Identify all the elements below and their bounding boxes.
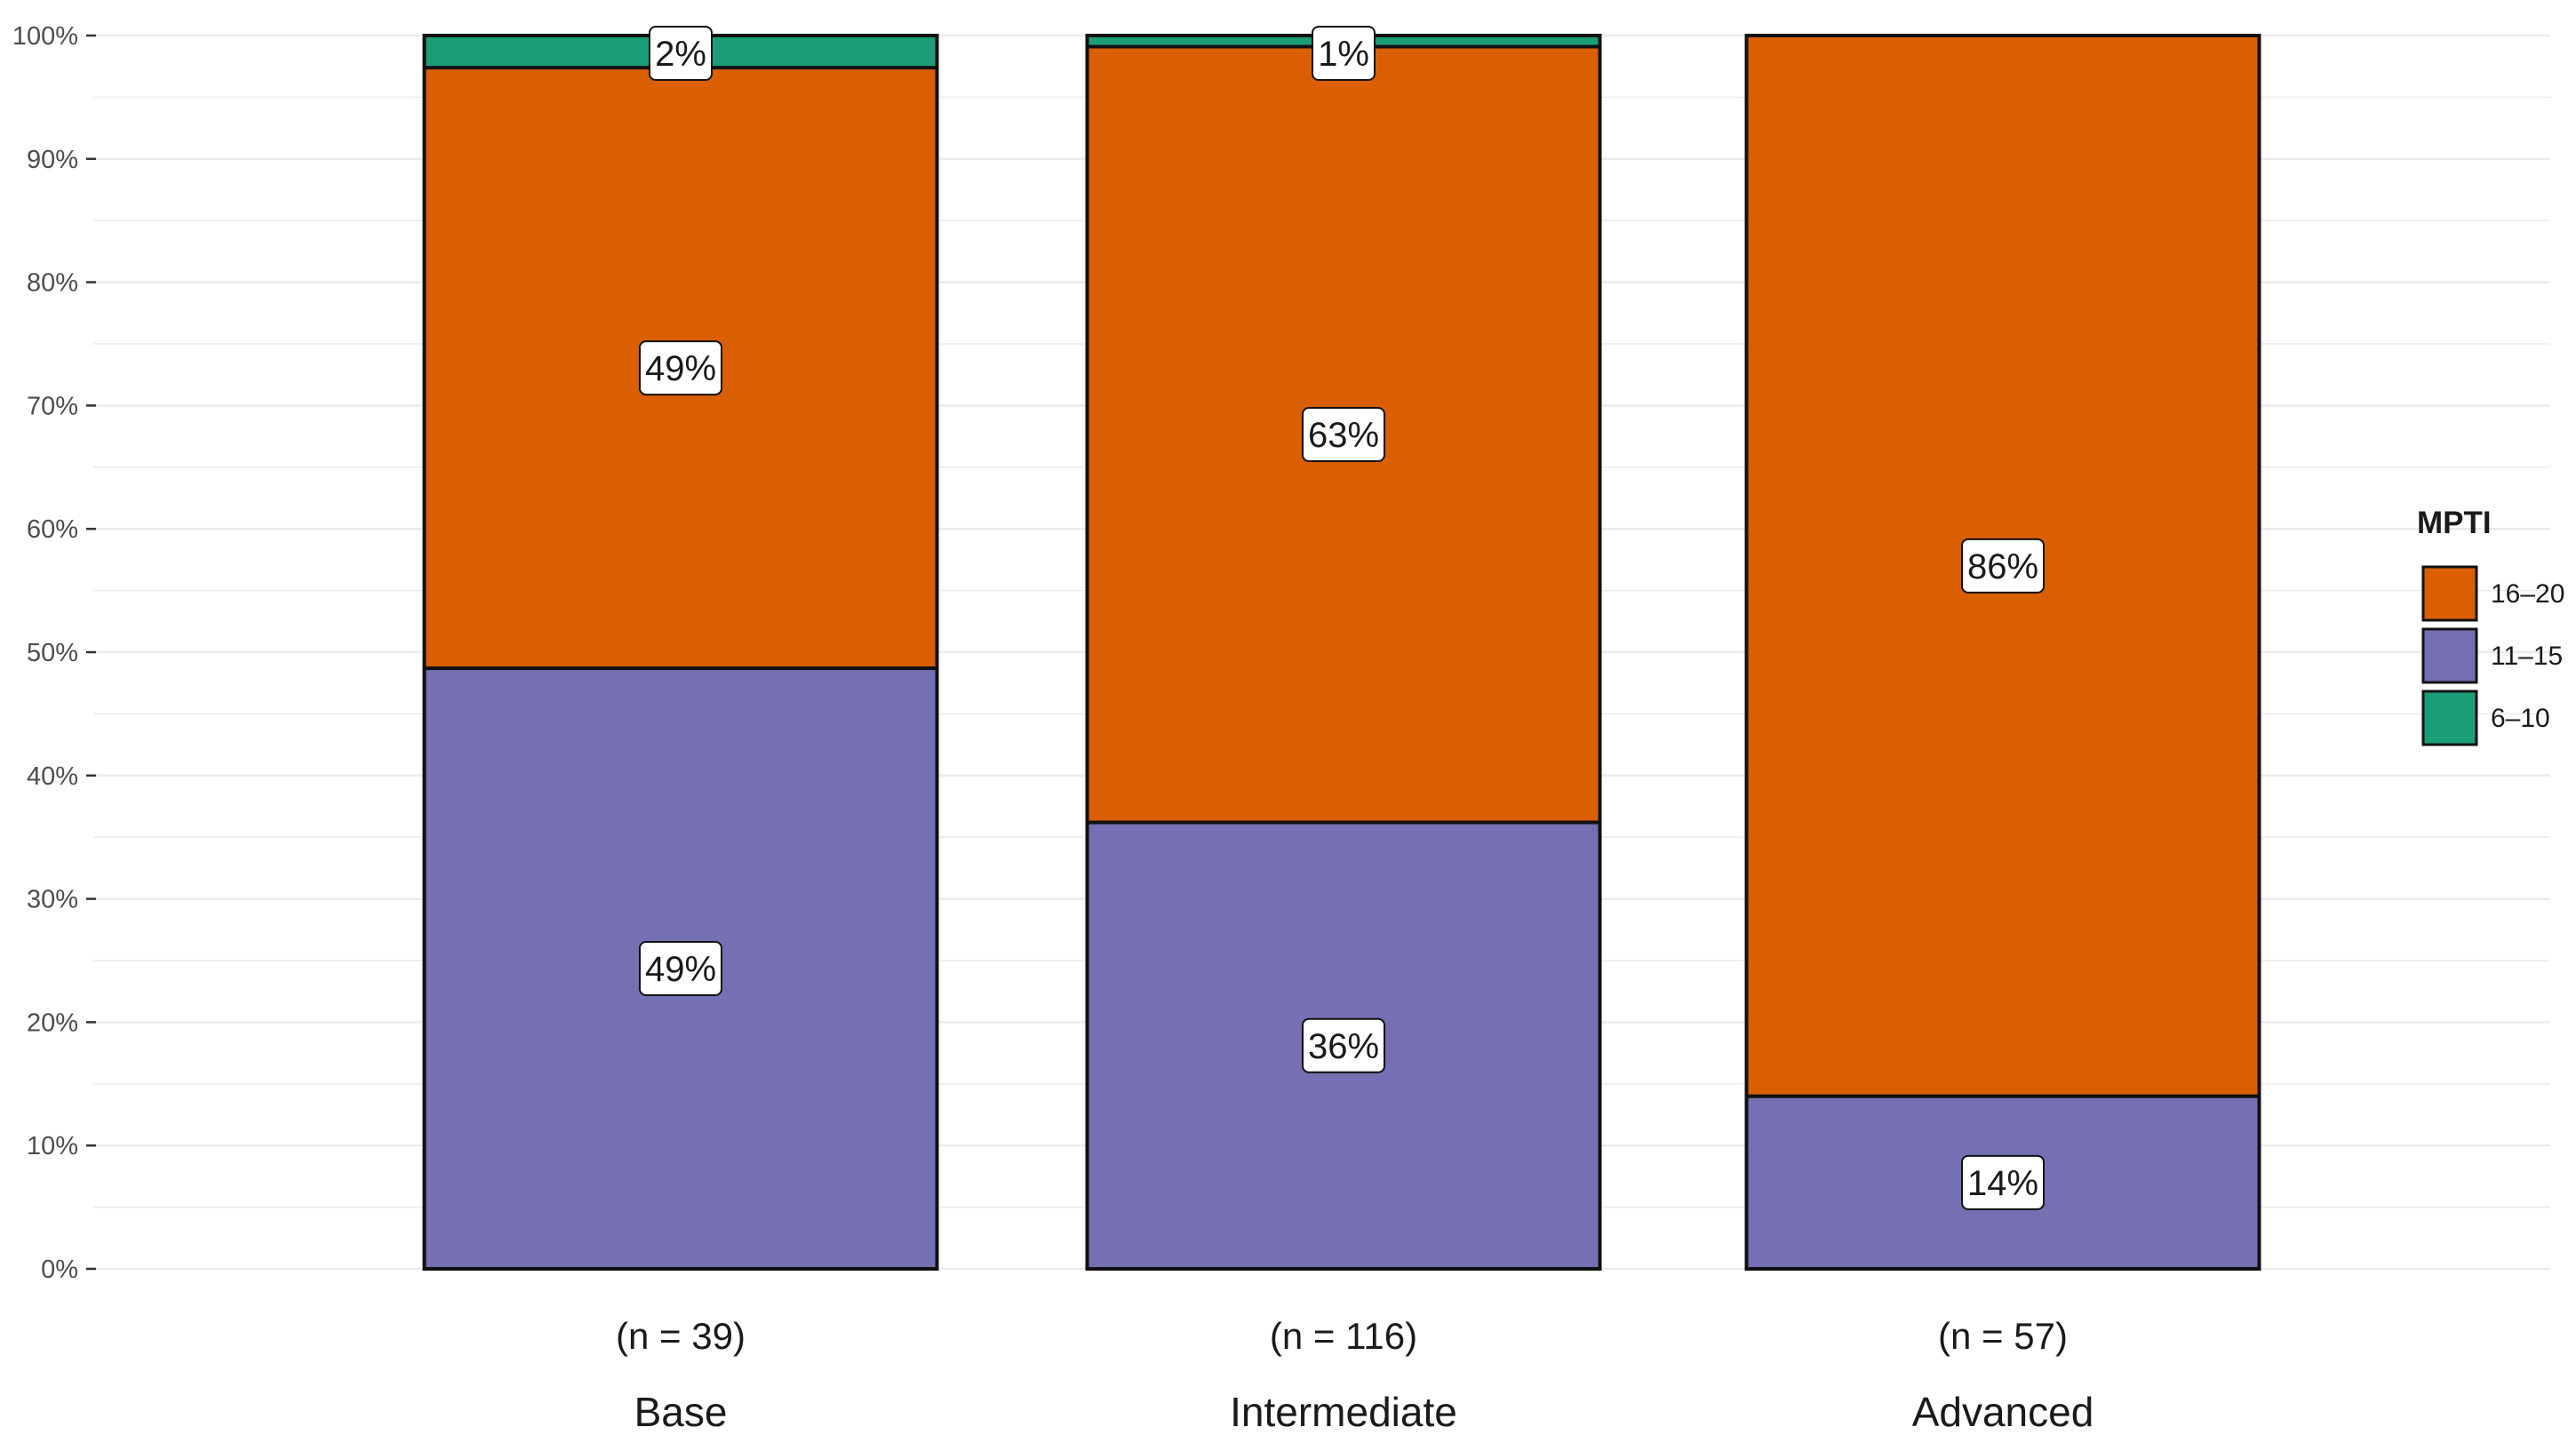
data-label-box bbox=[1961, 1154, 2045, 1210]
y-tick-label: 50% bbox=[27, 639, 78, 667]
legend-label: 16–20 bbox=[2491, 579, 2564, 609]
data-label: 2% bbox=[649, 26, 713, 81]
y-tick-label: 20% bbox=[27, 1009, 78, 1037]
legend: MPTI 16–20 11–15 6–10 bbox=[2417, 506, 2564, 746]
data-labels: 49% 49% 2% 36% 63% 1% 14% 86% bbox=[639, 26, 2045, 1210]
x-axis: (n = 39) Base (n = 116) Intermediate (n = 57… bbox=[616, 1315, 2093, 1435]
data-label-box bbox=[639, 340, 722, 396]
category-label: Intermediate bbox=[1230, 1389, 1457, 1435]
data-label: 14% bbox=[1961, 1154, 2045, 1210]
data-label-text: 14% bbox=[1967, 1164, 2038, 1203]
data-label-box bbox=[1302, 1017, 1385, 1073]
data-label-box bbox=[1312, 26, 1376, 81]
data-label-text: 49% bbox=[645, 349, 716, 388]
legend-label: 11–15 bbox=[2491, 642, 2563, 671]
legend-key bbox=[2421, 690, 2478, 746]
legend-key bbox=[2421, 565, 2478, 622]
data-label-text: 36% bbox=[1308, 1027, 1379, 1066]
category-label: Base bbox=[634, 1389, 728, 1435]
y-tick-label: 70% bbox=[27, 392, 78, 420]
data-label-box bbox=[639, 941, 722, 997]
data-label: 36% bbox=[1302, 1017, 1385, 1073]
y-tick-label: 10% bbox=[27, 1132, 78, 1160]
sample-size-label: (n = 57) bbox=[1938, 1315, 2068, 1357]
data-label-box bbox=[1961, 538, 2045, 594]
bars bbox=[422, 34, 2261, 1272]
data-label: 86% bbox=[1961, 538, 2045, 594]
y-tick-label: 60% bbox=[27, 515, 78, 544]
y-tick-label: 90% bbox=[27, 146, 78, 174]
data-label: 49% bbox=[639, 941, 722, 997]
data-label-box bbox=[649, 26, 713, 81]
legend-label: 6–10 bbox=[2491, 704, 2550, 733]
legend-title: MPTI bbox=[2417, 506, 2492, 540]
data-label-text: 49% bbox=[645, 950, 716, 989]
legend-key bbox=[2421, 627, 2478, 684]
y-tick-label: 80% bbox=[27, 269, 78, 298]
data-label-text: 1% bbox=[1318, 35, 1369, 74]
sample-size-label: (n = 39) bbox=[616, 1315, 746, 1357]
data-label-text: 86% bbox=[1967, 547, 2038, 586]
y-tick-label: 40% bbox=[27, 762, 78, 791]
y-tick-label: 0% bbox=[41, 1256, 78, 1284]
data-label-text: 63% bbox=[1308, 416, 1379, 455]
y-tick-label: 30% bbox=[27, 886, 78, 914]
data-label: 63% bbox=[1302, 407, 1385, 463]
data-label-text: 2% bbox=[655, 35, 706, 74]
y-tick-label: 100% bbox=[12, 22, 78, 51]
y-axis: 0% 10% 20% 30% 40% 50% 60% 70% 80% 90% 100% bbox=[12, 22, 96, 1284]
category-label: Advanced bbox=[1912, 1389, 2094, 1435]
sample-size-label: (n = 116) bbox=[1270, 1315, 1417, 1357]
data-label: 1% bbox=[1312, 26, 1376, 81]
data-label: 49% bbox=[639, 340, 722, 396]
data-label-box bbox=[1302, 407, 1385, 463]
